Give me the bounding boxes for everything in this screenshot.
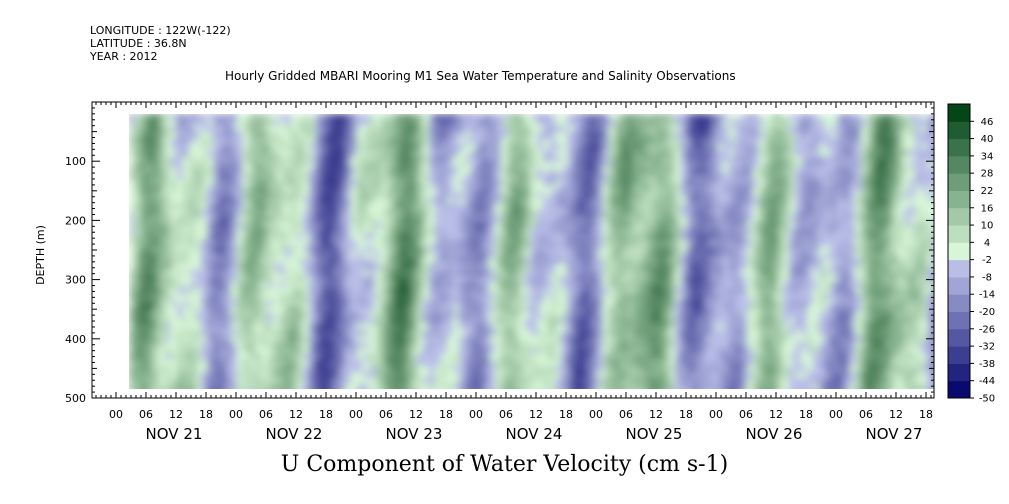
year-label: YEAR : 2012 <box>90 50 158 63</box>
colorbar-bin <box>948 225 970 243</box>
x-hour-label: 12 <box>409 408 423 421</box>
x-hour-label: 06 <box>499 408 513 421</box>
x-day-label: NOV 25 <box>626 425 683 443</box>
x-hour-label: 00 <box>589 408 603 421</box>
x-hour-label: 06 <box>739 408 753 421</box>
y-axis-label: DEPTH (m) <box>34 225 47 285</box>
x-hour-label: 00 <box>109 408 123 421</box>
x-hour-label: 12 <box>529 408 543 421</box>
x-hour-label: 18 <box>559 408 573 421</box>
x-axis: 00 06 12 18 00 06 12 18 00 06 12 18 00 06 12 18 00 06 12 18… <box>95 102 933 443</box>
colorbar-label: 22 <box>981 186 994 197</box>
colorbar-label: 46 <box>981 117 994 128</box>
colorbar-label: 34 <box>981 151 994 162</box>
colorbar-bin <box>948 311 970 330</box>
colorbar-label: 4 <box>984 238 990 249</box>
colorbar-label: -2 <box>982 255 992 266</box>
colorbar-bin <box>948 276 970 295</box>
colorbar-label: -38 <box>979 359 995 370</box>
colorbar-label: -32 <box>979 342 995 353</box>
colorbar-bin <box>948 294 970 313</box>
x-hour-label: 06 <box>619 408 633 421</box>
y-tick-label: 200 <box>65 214 86 227</box>
colorbar-label: -26 <box>979 324 995 335</box>
x-day-label: NOV 22 <box>266 425 323 443</box>
x-hour-label: 18 <box>919 408 933 421</box>
colorbar-bin <box>948 363 970 382</box>
x-day-label: NOV 21 <box>146 425 203 443</box>
x-day-label: NOV 23 <box>386 425 443 443</box>
latitude-label: LATITUDE : 36.8N <box>90 37 187 50</box>
x-axis-title: U Component of Water Velocity (cm s-1) <box>280 452 729 477</box>
colorbar-label: -44 <box>979 376 995 387</box>
y-tick-label: 500 <box>65 392 86 405</box>
colorbar-bin <box>948 173 970 191</box>
colorbar-bin <box>948 207 970 226</box>
x-hour-label: 00 <box>829 408 843 421</box>
x-hour-label: 18 <box>199 408 213 421</box>
colorbar-bin <box>948 138 970 157</box>
longitude-label: LONGITUDE : 122W(-122) <box>90 24 231 37</box>
colorbar-bin <box>948 190 970 209</box>
colorbar-bin <box>948 259 970 278</box>
x-hour-label: 00 <box>709 408 723 421</box>
colorbar-bin <box>948 346 970 364</box>
x-hour-label: 06 <box>259 408 273 421</box>
colorbar-label: -8 <box>982 272 992 283</box>
x-hour-label: 12 <box>649 408 663 421</box>
colorbar-bin <box>948 328 970 347</box>
colorbar-label: 28 <box>981 169 994 180</box>
y-axis: 100 200 300 400 500 <box>65 107 934 405</box>
x-hour-label: 06 <box>859 408 873 421</box>
colorbar-label: -20 <box>979 307 995 318</box>
y-tick-label: 400 <box>65 333 86 346</box>
x-hour-label: 12 <box>769 408 783 421</box>
colorbar-bin <box>948 104 970 122</box>
y-tick-label: 300 <box>65 274 86 287</box>
x-hour-label: 06 <box>379 408 393 421</box>
x-hour-label: 06 <box>139 408 153 421</box>
colorbar-label: 40 <box>981 134 994 145</box>
x-hour-label: 12 <box>889 408 903 421</box>
x-hour-label: 18 <box>319 408 333 421</box>
x-day-label: NOV 24 <box>506 425 563 443</box>
heatmap-field <box>129 114 934 389</box>
x-hour-label: 18 <box>679 408 693 421</box>
y-tick-label: 100 <box>65 155 86 168</box>
x-hour-label: 00 <box>469 408 483 421</box>
colorbar-bin <box>948 121 970 140</box>
x-hour-label: 18 <box>439 408 453 421</box>
colorbar: 46 40 34 28 22 16 10 4 -2 -8 -14 -20 -26 -32 -38 -44 -50 <box>947 103 995 405</box>
colorbar-label: -14 <box>979 290 995 301</box>
x-hour-label: 12 <box>289 408 303 421</box>
colorbar-label: 16 <box>981 203 994 214</box>
colorbar-label: -50 <box>979 394 995 405</box>
x-hour-label: 12 <box>169 408 183 421</box>
x-hour-label: 00 <box>349 408 363 421</box>
x-hour-label: 00 <box>229 408 243 421</box>
x-day-label: NOV 26 <box>746 425 803 443</box>
colorbar-bin <box>948 155 970 174</box>
x-hour-label: 18 <box>799 408 813 421</box>
colorbar-bin <box>948 242 970 261</box>
colorbar-label: 10 <box>981 221 994 232</box>
chart-title: Hourly Gridded MBARI Mooring M1 Sea Wate… <box>225 69 736 83</box>
x-day-label: NOV 27 <box>866 425 923 443</box>
colorbar-bin <box>948 380 970 399</box>
